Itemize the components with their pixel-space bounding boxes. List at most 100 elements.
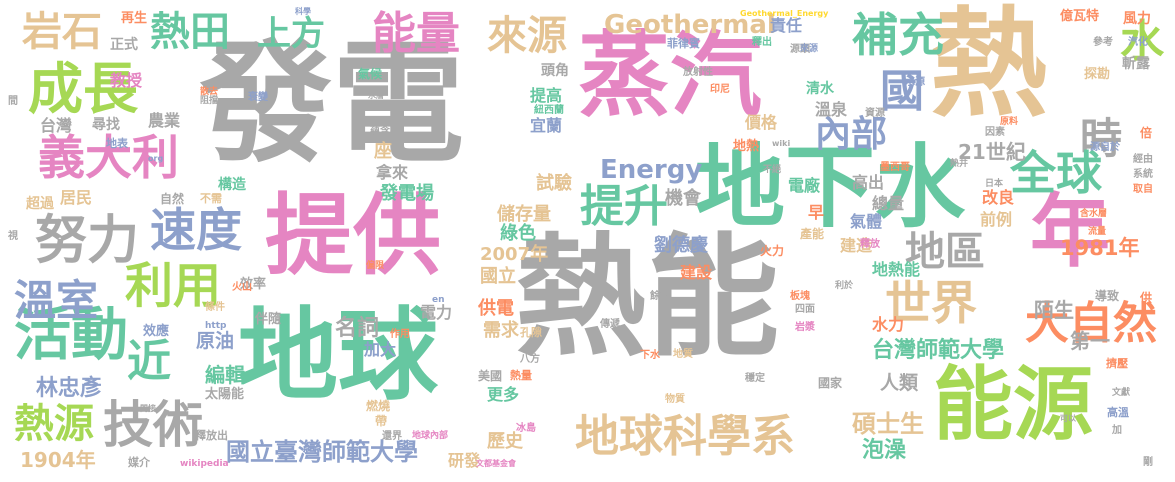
word-107: wikipedia: [180, 459, 229, 469]
word-86: 責任: [770, 16, 803, 35]
word-164: 資源: [865, 108, 885, 119]
word-95: 農業: [148, 111, 181, 130]
word-41: 1904年: [20, 448, 96, 472]
word-26: 地球科學系: [575, 411, 795, 462]
word-46: 泡澡: [862, 438, 907, 463]
word-62: 需求: [483, 320, 519, 341]
word-48: 研發: [448, 451, 481, 470]
word-142: 汽化: [1128, 37, 1148, 48]
word-132: 含水層: [1080, 209, 1108, 219]
word-135: 擠壓: [1106, 357, 1128, 370]
word-154: 流量: [1088, 227, 1107, 237]
word-152: 墨西哥: [880, 162, 910, 173]
word-82: 火力: [760, 244, 785, 258]
word-180: 間: [8, 96, 18, 107]
word-30: 近: [127, 336, 171, 387]
word-151: 因素: [985, 127, 1005, 138]
word-143: 參考: [1093, 37, 1113, 48]
word-173: 阻擋: [200, 96, 219, 106]
word-34: 岩石: [22, 9, 102, 55]
word-118: 帶: [375, 414, 388, 428]
word-157: 源頭: [790, 44, 810, 55]
word-44: 21世紀: [958, 140, 1026, 164]
word-166: 蘊含: [370, 126, 390, 137]
word-33: 來源: [487, 13, 567, 59]
word-61: 供電: [478, 298, 514, 319]
word-54: 更多: [487, 385, 520, 404]
word-45: 碩士生: [852, 410, 924, 438]
word-116: 燃燒: [366, 399, 391, 413]
word-146: 取自: [1133, 184, 1153, 195]
word-105: 釋放出: [195, 429, 228, 442]
word-155: 不絕: [763, 165, 782, 175]
word-70: 發電場: [380, 183, 434, 204]
word-89: 宜蘭: [530, 116, 563, 135]
word-112: 作用: [390, 329, 410, 340]
word-121: 傳遞: [600, 319, 620, 330]
word-65: 國立: [480, 266, 516, 287]
word-90: 提高: [530, 86, 563, 105]
word-16: 熱田: [150, 9, 230, 55]
word-148: 經由: [1133, 154, 1153, 165]
word-93: 台灣: [40, 116, 73, 135]
word-99: 超過: [26, 196, 54, 212]
word-178: org: [148, 154, 164, 163]
word-22: 全球: [1010, 146, 1102, 200]
word-145: 探勘: [1084, 67, 1111, 82]
word-3: 熱: [930, 0, 1049, 133]
word-102: 伴隨: [255, 312, 282, 327]
word-20: 國: [880, 66, 924, 117]
word-39: 台灣師範大學: [872, 338, 1005, 363]
word-165: 紐西蘭: [534, 105, 564, 116]
word-123: 下水: [640, 350, 660, 361]
word-8: 能源: [933, 358, 1093, 451]
word-160: 菲律賓: [667, 37, 700, 50]
word-181: 視: [8, 231, 18, 242]
word-56: 人類: [880, 372, 919, 394]
word-77: 總量: [872, 194, 905, 213]
word-100: 構造: [218, 177, 246, 193]
word-140: 億瓦特: [1060, 9, 1100, 24]
word-5: 地球: [238, 297, 438, 414]
word-76: 氣體: [850, 212, 883, 231]
word-36: Geothermal: [604, 10, 776, 40]
word-139: 剛: [1143, 457, 1153, 468]
word-1: 發電: [200, 27, 464, 181]
word-174: 散去: [200, 87, 219, 97]
word-25: 大自然: [1025, 298, 1157, 349]
word-84: 價格: [745, 113, 778, 132]
word-119: 還界: [382, 431, 402, 442]
word-15: 活動: [14, 302, 128, 368]
word-60: 國家: [818, 376, 843, 390]
word-175: 科學: [295, 7, 311, 16]
word-47: 歷史: [487, 431, 523, 452]
word-73: 電廠: [788, 176, 821, 195]
word-167: 不需: [200, 192, 222, 205]
word-38: 國立臺灣師範大學: [226, 438, 418, 466]
word-114: 八方: [520, 354, 540, 365]
word-109: en: [432, 295, 445, 305]
word-133: 導致: [1095, 289, 1120, 303]
word-32: 內部: [815, 114, 888, 155]
word-85: 地熱: [733, 139, 760, 154]
word-29: 溫室: [14, 276, 99, 325]
word-81: 產能: [800, 227, 825, 241]
word-134: 供: [1140, 291, 1153, 305]
word-42: 1981年: [1060, 236, 1140, 260]
word-128: 岩漿: [795, 322, 815, 333]
word-170: 氣候: [358, 67, 383, 81]
word-94: 尋找: [92, 117, 120, 133]
word-2: 熱能: [515, 221, 779, 375]
word-104: 太陽能: [205, 387, 245, 402]
word-37: Energy: [600, 155, 703, 185]
word-24: 世界: [885, 276, 977, 330]
word-183: 文都基金會: [476, 459, 516, 468]
word-72: 座: [374, 141, 392, 162]
word-91: 頭角: [541, 63, 569, 79]
word-156: 原料: [1000, 117, 1019, 127]
word-131: 釋放: [860, 239, 880, 250]
word-7: 地下水: [695, 135, 965, 240]
word-51: 原油: [196, 330, 235, 352]
word-74: 高出: [852, 173, 885, 192]
